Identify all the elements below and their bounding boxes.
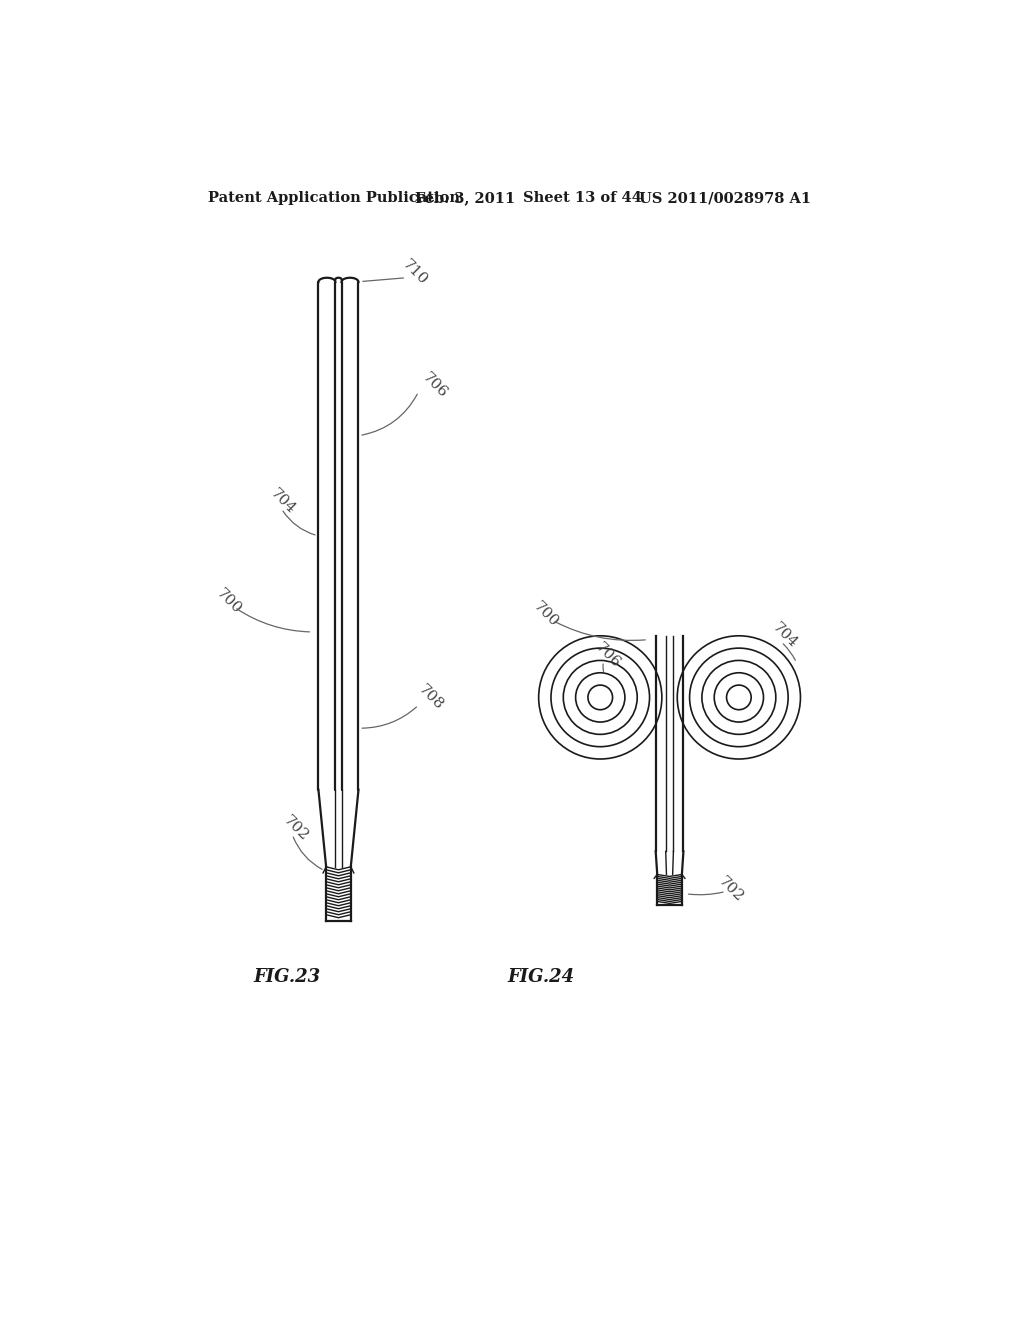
Text: FIG.23: FIG.23 <box>254 969 321 986</box>
Text: 704: 704 <box>770 620 800 651</box>
Text: 706: 706 <box>593 640 623 671</box>
Text: Sheet 13 of 44: Sheet 13 of 44 <box>523 191 642 206</box>
Text: Feb. 3, 2011: Feb. 3, 2011 <box>416 191 516 206</box>
Text: 700: 700 <box>214 586 244 616</box>
Text: 702: 702 <box>281 813 311 843</box>
Text: 710: 710 <box>400 257 430 288</box>
Text: 708: 708 <box>416 682 445 713</box>
Text: 702: 702 <box>716 875 746 906</box>
Text: Patent Application Publication: Patent Application Publication <box>208 191 460 206</box>
Text: 700: 700 <box>531 599 561 630</box>
Text: FIG.24: FIG.24 <box>508 969 575 986</box>
Text: US 2011/0028978 A1: US 2011/0028978 A1 <box>639 191 811 206</box>
Text: 706: 706 <box>419 371 450 401</box>
Text: 704: 704 <box>267 486 298 516</box>
